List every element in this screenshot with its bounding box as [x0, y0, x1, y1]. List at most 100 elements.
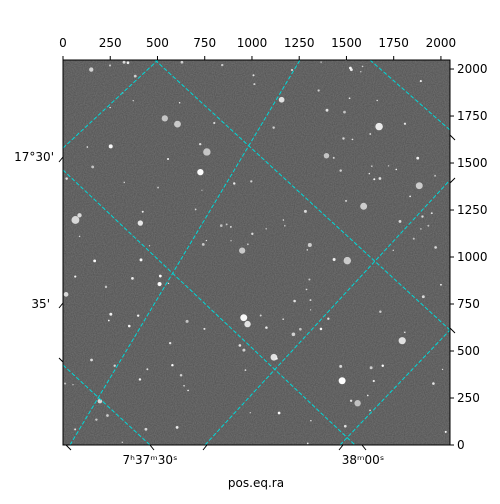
star	[249, 412, 251, 414]
star	[398, 337, 406, 345]
star	[253, 83, 256, 86]
star	[272, 126, 275, 129]
star	[306, 249, 309, 251]
star	[239, 247, 246, 254]
star	[90, 358, 93, 362]
star	[348, 97, 351, 100]
x-tick-label: 1750	[378, 36, 409, 50]
star	[354, 400, 361, 407]
star	[244, 320, 251, 328]
dec-tick-label: 17°30'	[14, 150, 54, 164]
star	[291, 68, 294, 71]
star	[78, 235, 81, 238]
star	[65, 177, 68, 180]
star	[434, 246, 437, 249]
x-tick-label: 2000	[426, 36, 457, 50]
star	[108, 144, 113, 149]
star	[63, 291, 69, 297]
wcs-tick	[65, 444, 72, 451]
dec-tick-label: 35'	[31, 297, 50, 311]
star	[416, 156, 420, 160]
dec-grid-line	[154, 60, 450, 331]
star	[136, 314, 140, 317]
star	[369, 133, 372, 135]
y-tick-label: 1750	[457, 109, 488, 123]
star	[194, 208, 197, 211]
star	[167, 158, 170, 160]
wcs-tick	[361, 444, 367, 451]
y-tick-label: 1000	[457, 250, 488, 264]
star	[369, 409, 371, 412]
star	[252, 74, 255, 77]
star	[277, 411, 281, 415]
star	[72, 384, 74, 386]
x-tick-label: 1000	[237, 36, 268, 50]
star	[104, 285, 108, 289]
star	[91, 165, 95, 169]
star	[441, 368, 444, 371]
star	[127, 324, 131, 328]
star	[415, 182, 423, 190]
star	[93, 259, 97, 263]
star	[378, 177, 382, 180]
star	[106, 414, 109, 417]
star	[205, 239, 208, 242]
star	[201, 189, 203, 191]
star	[203, 327, 206, 330]
star	[221, 63, 224, 67]
star	[246, 243, 249, 246]
star	[238, 344, 242, 347]
y-tick-label: 500	[457, 344, 480, 358]
star	[375, 122, 383, 131]
star	[360, 202, 368, 210]
star	[404, 331, 406, 334]
y-tick-label: 2000	[457, 62, 488, 76]
star	[327, 317, 330, 320]
star	[372, 379, 375, 383]
star	[157, 186, 159, 189]
star	[197, 168, 204, 176]
y-tick-label: 250	[457, 391, 480, 405]
star	[293, 299, 296, 303]
x-tick-label: 0	[59, 36, 67, 50]
star	[349, 66, 352, 70]
star	[420, 228, 422, 230]
wcs-tick	[149, 444, 155, 451]
star	[298, 327, 302, 331]
ra-tick-label: 38ᵐ00ˢ	[342, 453, 385, 467]
star	[432, 382, 435, 385]
star	[219, 224, 223, 227]
star	[376, 99, 378, 102]
star	[203, 148, 211, 156]
star	[251, 232, 254, 236]
star	[317, 89, 320, 92]
star	[373, 178, 376, 181]
star	[121, 441, 124, 443]
star	[113, 364, 116, 367]
star	[175, 425, 179, 429]
image-noise	[63, 60, 450, 445]
star	[259, 314, 262, 317]
ra-tick-label: 7ʰ37ᵐ30ˢ	[123, 453, 178, 467]
star	[412, 237, 415, 240]
wcs-tick	[58, 302, 64, 309]
star	[265, 326, 268, 329]
star	[146, 368, 149, 371]
star	[421, 215, 424, 218]
star	[233, 182, 236, 185]
star	[360, 71, 362, 73]
star	[133, 74, 137, 78]
wcs-tick	[58, 156, 64, 163]
star	[139, 258, 143, 262]
star	[158, 274, 162, 278]
star	[371, 165, 373, 167]
star	[161, 115, 168, 122]
star	[343, 110, 346, 114]
star	[109, 312, 113, 316]
star	[320, 61, 322, 63]
star	[242, 348, 246, 352]
star	[369, 366, 373, 370]
star	[282, 318, 284, 320]
wcs-tick	[449, 134, 456, 141]
star	[395, 168, 398, 171]
